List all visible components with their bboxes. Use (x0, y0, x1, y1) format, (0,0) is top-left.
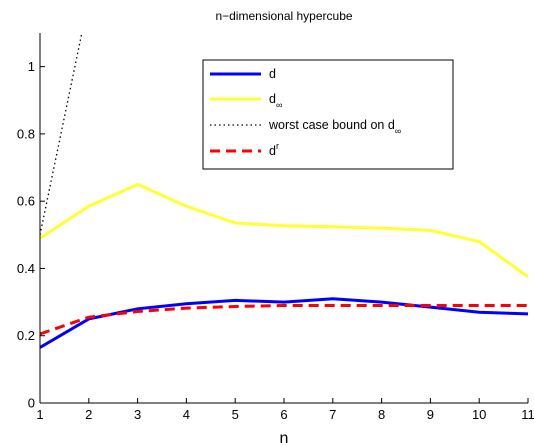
x-tick-label-2: 3 (134, 407, 141, 422)
y-tick-label-5: 1 (28, 59, 35, 74)
x-tick-label-3: 4 (183, 407, 190, 422)
x-tick-label-8: 9 (427, 407, 434, 422)
x-tick-label-5: 6 (280, 407, 287, 422)
series-line-2 (40, 33, 83, 235)
x-tick-label-1: 2 (85, 407, 92, 422)
series-line-1 (40, 182, 528, 279)
legend-label-2: worst case bound on d∞ (268, 118, 401, 136)
legend: d d∞ worst case bound on d∞ dr (202, 59, 454, 170)
y-tick-label-0: 0 (28, 396, 35, 411)
x-tick-label-4: 5 (232, 407, 239, 422)
x-tick-label-0: 1 (36, 407, 43, 422)
x-tick-label-7: 8 (378, 407, 385, 422)
x-tick-label-9: 10 (472, 407, 486, 422)
series-line-3 (40, 304, 528, 336)
y-tick-label-2: 0.4 (17, 261, 35, 276)
y-tick-label-3: 0.6 (17, 194, 35, 209)
x-axis-label: n (280, 430, 289, 447)
legend-label-3: dr (269, 141, 279, 158)
legend-label-1: d∞ (269, 92, 282, 110)
chart-title: n−dimensional hypercube (215, 9, 352, 23)
legend-box (202, 59, 454, 170)
axis-layer: 1 2 3 4 5 6 7 8 9 10 11 0 0.2 0.4 0.6 0.8 1 (17, 33, 534, 422)
y-tick-label-1: 0.2 (17, 328, 35, 343)
plot-layer (40, 33, 528, 349)
x-tick-label-10: 11 (521, 407, 534, 422)
y-tick-label-4: 0.8 (17, 126, 35, 141)
legend-label-0: d (269, 67, 276, 81)
x-tick-label-6: 7 (329, 407, 336, 422)
